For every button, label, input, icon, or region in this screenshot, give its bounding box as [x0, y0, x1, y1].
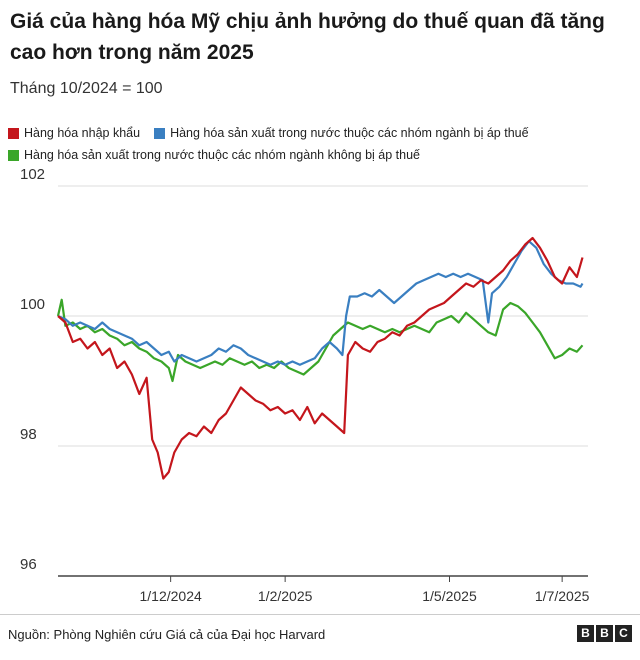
- legend-label-tariffed: Hàng hóa sản xuất trong nước thuộc các n…: [170, 126, 529, 140]
- bbc-logo: B B C: [577, 625, 632, 642]
- bbc-logo-letter: B: [577, 625, 594, 642]
- y-tick-label: 98: [20, 426, 37, 443]
- legend-label-untariffed: Hàng hóa sản xuất trong nước thuộc các n…: [24, 148, 421, 162]
- x-tick-label: 1/7/2025: [535, 588, 590, 604]
- x-tick-label: 1/5/2025: [422, 588, 477, 604]
- series-line-untariffed: [56, 298, 584, 383]
- legend-item-imports: Hàng hóa nhập khẩu: [8, 126, 140, 140]
- bbc-logo-letter: C: [615, 625, 632, 642]
- y-tick-label: 96: [20, 556, 37, 573]
- y-tick-label: 100: [20, 296, 45, 313]
- chart-title: Giá của hàng hóa Mỹ chịu ảnh hưởng do th…: [10, 10, 605, 64]
- legend-label-imports: Hàng hóa nhập khẩu: [24, 126, 141, 140]
- footer-divider: [0, 614, 640, 615]
- line-chart: 96 98 100 102 1/12/2024 1/2/2025 1/5/2025 1/7/2…: [20, 168, 590, 604]
- series-line-imports: [57, 236, 584, 480]
- x-tick-label: 1/2/2025: [258, 588, 313, 604]
- chart-subtitle: Tháng 10/2024 = 100: [10, 80, 163, 97]
- legend-item-tariffed: Hàng hóa sản xuất trong nước thuộc các n…: [154, 126, 529, 140]
- legend-swatch-red: [8, 127, 19, 139]
- legend-row: Hàng hóa nhập khẩu Hàng hóa sản xuất tro…: [8, 122, 638, 144]
- bbc-logo-letter: B: [596, 625, 613, 642]
- legend-item-untariffed: Hàng hóa sản xuất trong nước thuộc các n…: [8, 148, 420, 162]
- legend-swatch-green: [8, 149, 19, 161]
- y-tick-label: 102: [20, 168, 45, 183]
- legend-row: Hàng hóa sản xuất trong nước thuộc các n…: [8, 144, 638, 166]
- legend-swatch-blue: [154, 127, 166, 139]
- source-note: Nguồn: Phòng Nghiên cứu Giá cả của Đại h…: [8, 627, 326, 642]
- legend: Hàng hóa nhập khẩu Hàng hóa sản xuất tro…: [8, 122, 638, 166]
- series-line-tariffed: [57, 240, 584, 366]
- x-tick-label: 1/12/2024: [139, 588, 201, 604]
